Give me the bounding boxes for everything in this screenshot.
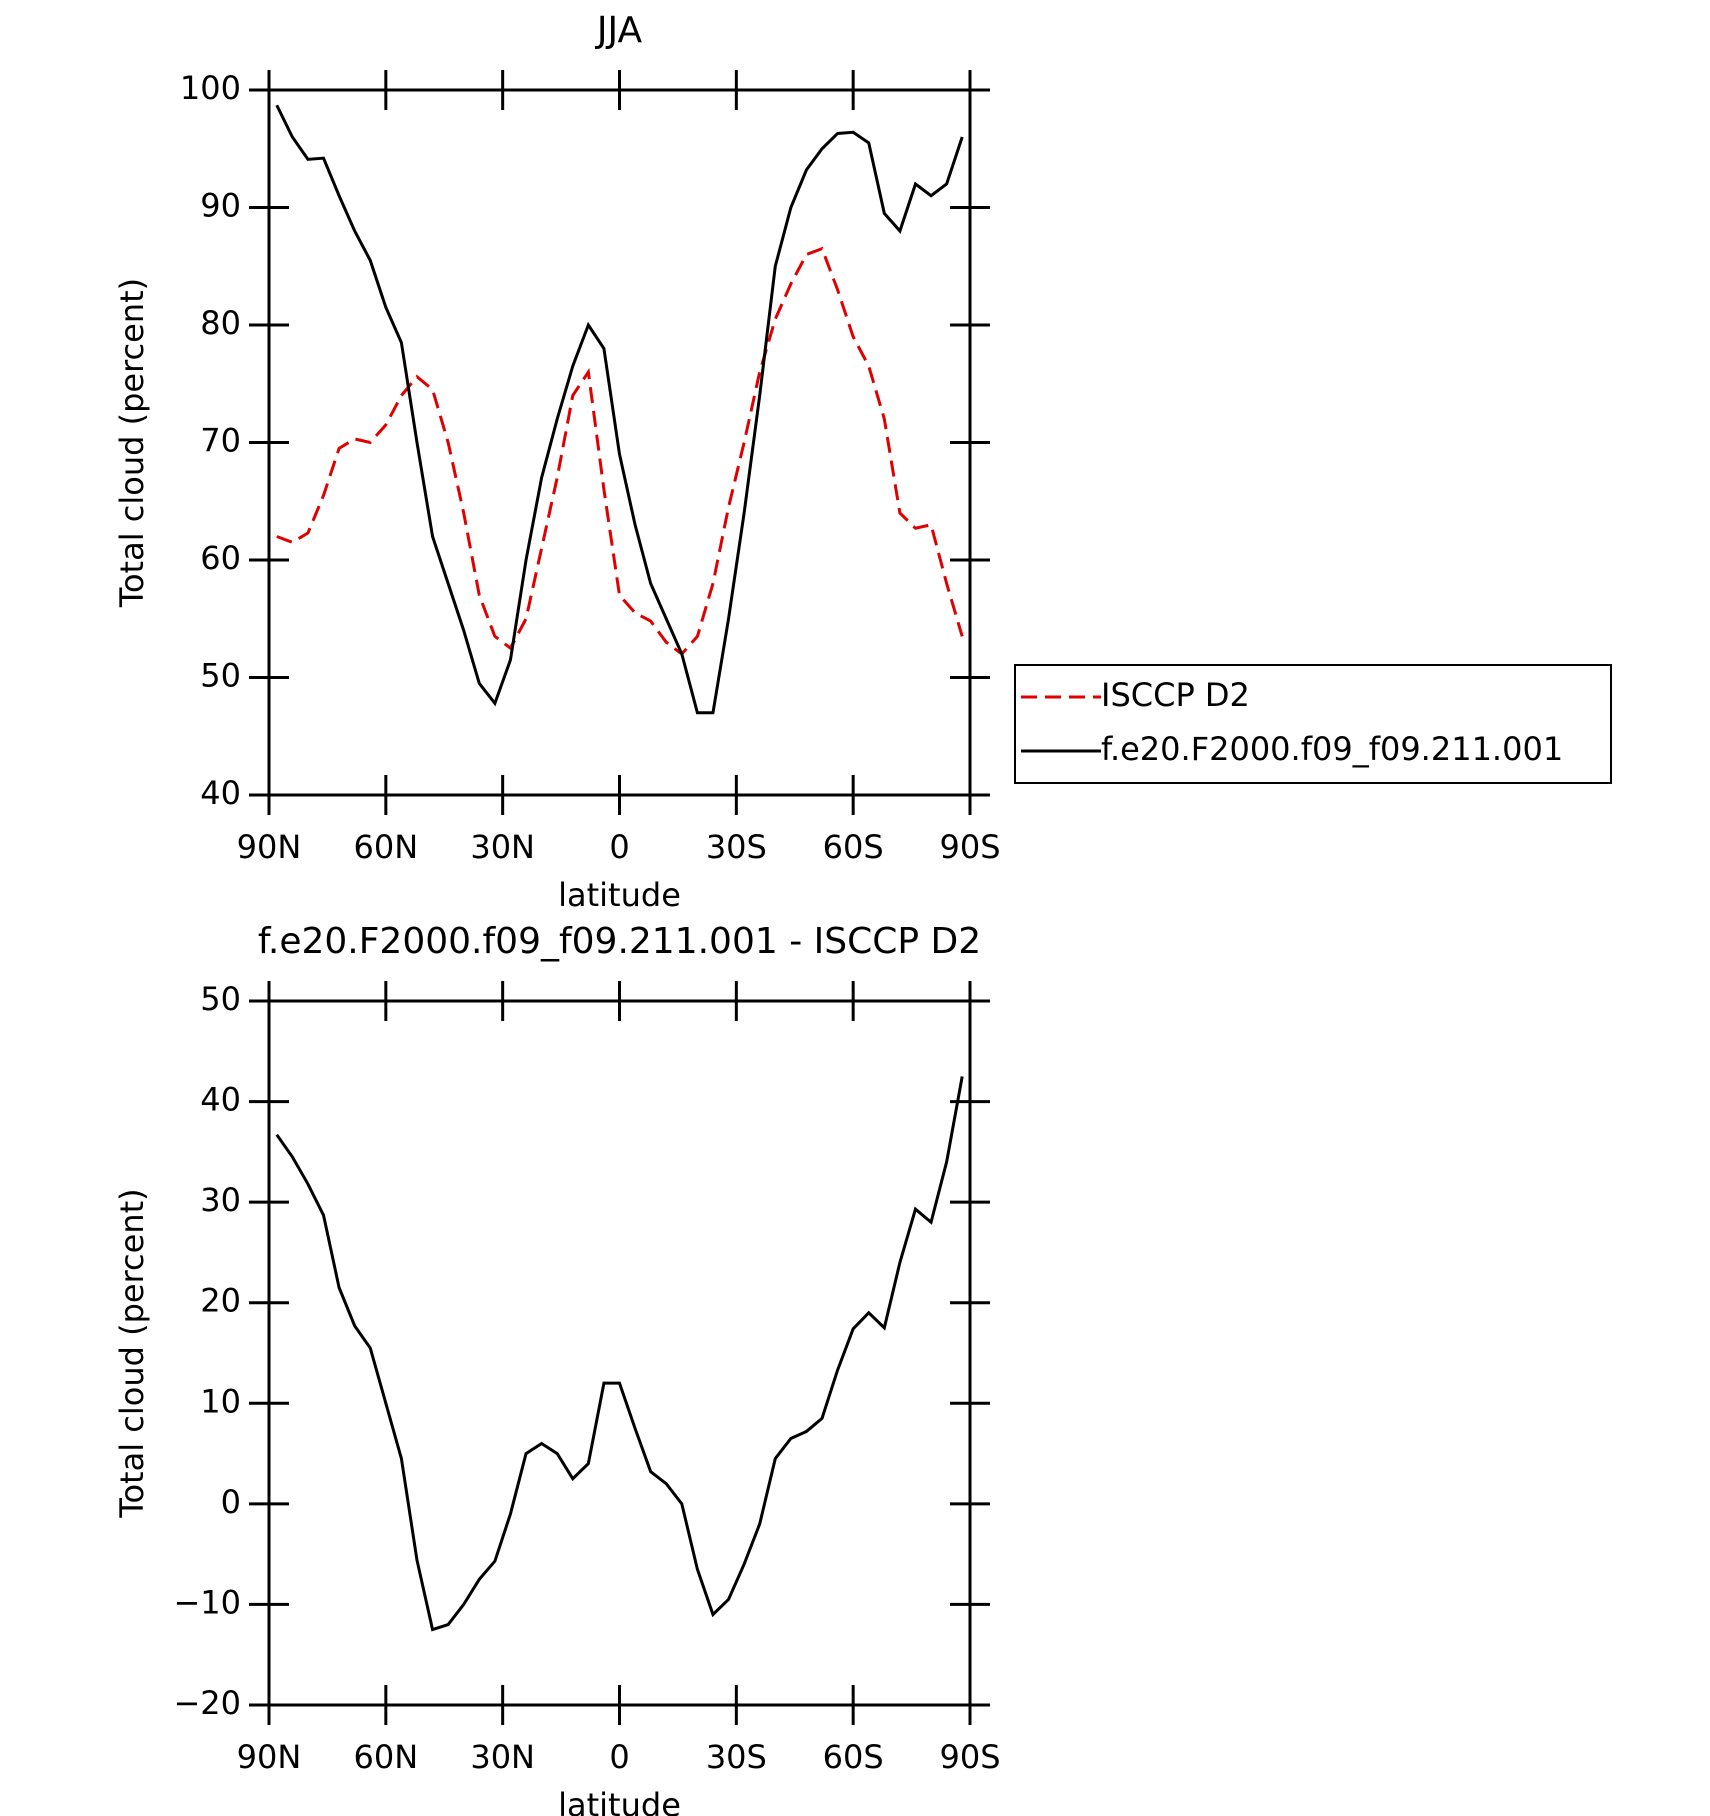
line-series	[275, 104, 964, 715]
line-series	[276, 246, 964, 657]
y-tick-label: 90	[200, 187, 241, 225]
y-tick-label: 20	[200, 1282, 241, 1320]
x-tick-label: 0	[609, 828, 629, 866]
x-tick-label: 90S	[939, 828, 1000, 866]
plot-frame	[267, 88, 972, 797]
x-tick-label: 90S	[939, 1738, 1000, 1776]
y-tick-label: −20	[173, 1684, 241, 1722]
x-tick-label: 30S	[706, 1738, 767, 1776]
line-series	[275, 1076, 964, 1632]
chart-title: JJA	[595, 10, 643, 51]
x-tick-label: 90N	[237, 1738, 302, 1776]
legend-label: ISCCP D2	[1101, 676, 1250, 714]
y-axis-label: Total cloud (percent)	[113, 278, 151, 608]
legend-box	[1014, 664, 1612, 784]
y-tick-label: 70	[200, 422, 241, 460]
y-tick-label: 10	[200, 1382, 241, 1420]
y-tick-label: 0	[221, 1483, 241, 1521]
y-tick-label: 50	[200, 657, 241, 695]
x-tick-label: 30N	[470, 828, 535, 866]
x-tick-label: 60S	[823, 828, 884, 866]
x-tick-label: 90N	[237, 828, 302, 866]
chart-title: f.e20.F2000.f09_f09.211.001 - ISCCP D2	[258, 921, 981, 962]
x-tick-label: 60N	[354, 1738, 419, 1776]
y-tick-label: 50	[200, 980, 241, 1018]
y-tick-label: 40	[200, 1081, 241, 1119]
y-tick-label: −10	[173, 1583, 241, 1621]
x-tick-label: 0	[609, 1738, 629, 1776]
y-axis-label: Total cloud (percent)	[113, 1188, 151, 1518]
plot-frame	[267, 999, 972, 1707]
x-tick-label: 60N	[354, 828, 419, 866]
y-tick-label: 40	[200, 774, 241, 812]
y-tick-label: 30	[200, 1181, 241, 1219]
legend-label: f.e20.F2000.f09_f09.211.001	[1101, 730, 1563, 768]
x-tick-label: 60S	[823, 1738, 884, 1776]
y-tick-label: 80	[200, 304, 241, 342]
x-tick-label: 30S	[706, 828, 767, 866]
y-tick-label: 60	[200, 539, 241, 577]
x-axis-label: latitude	[558, 876, 681, 914]
x-tick-label: 30N	[470, 1738, 535, 1776]
x-axis-label: latitude	[558, 1786, 681, 1816]
y-tick-label: 100	[180, 69, 241, 107]
